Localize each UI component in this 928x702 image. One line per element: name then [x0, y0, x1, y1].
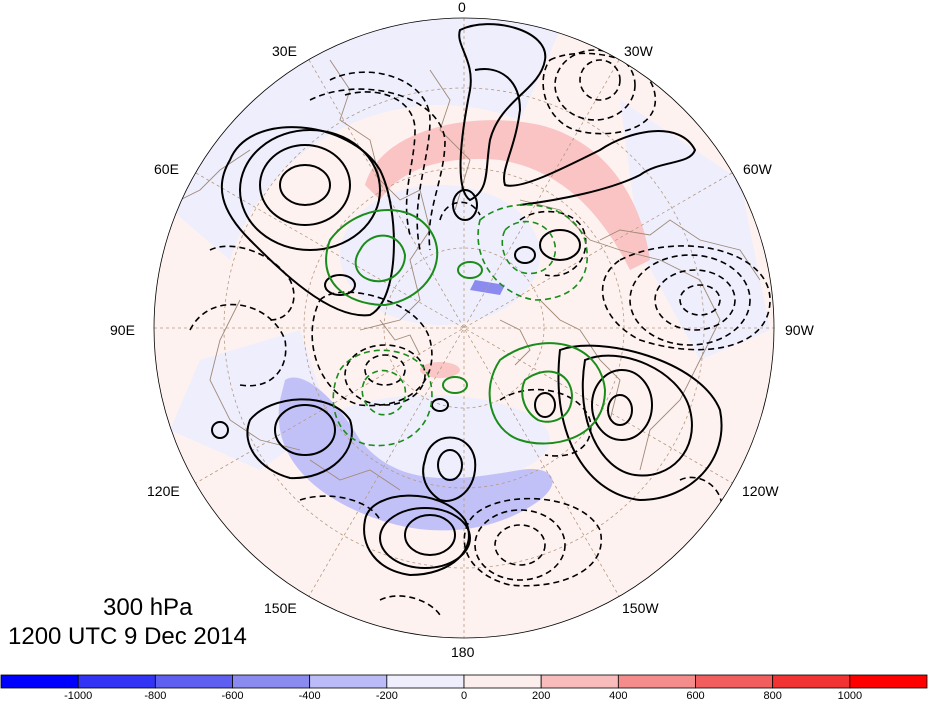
lon-label-30w: 30W [624, 43, 653, 59]
colorbar-swatch [309, 674, 388, 689]
colorbar-tick-label: -1000 [64, 690, 93, 702]
green-solid-contours [325, 209, 607, 445]
negative-band-upper-left [160, 18, 560, 260]
lon-label-150w: 150W [622, 600, 659, 616]
green-dashed-contours [332, 203, 588, 447]
lon-label-150e: 150E [264, 600, 297, 616]
map-disc [154, 18, 774, 638]
colorbar-swatch [232, 674, 311, 689]
lon-label-60w: 60W [743, 161, 772, 177]
colorbar-tick-label: 0 [460, 690, 468, 702]
negative-band-right [620, 100, 770, 360]
small-negative-anomaly [470, 280, 505, 295]
coastlines [179, 59, 761, 491]
level-label: 300 hPa [103, 594, 193, 621]
lon-label-30e: 30E [272, 43, 297, 59]
colorbar-swatch [154, 674, 233, 689]
negative-anomaly-arc [278, 377, 553, 531]
lon-label-60e: 60E [154, 161, 179, 177]
lon-label-120e: 120E [147, 483, 180, 499]
colorbar-swatch [77, 674, 156, 689]
colorbar-swatch [0, 674, 79, 689]
colorbar-tick-label: -800 [144, 690, 167, 702]
positive-anomaly-arc [365, 120, 650, 270]
colorbar-swatch [463, 674, 542, 689]
colorbar-swatch [849, 674, 928, 689]
colorbar-swatch [695, 674, 774, 689]
colorbar-tick-label: 400 [609, 690, 628, 702]
colorbar [0, 674, 928, 689]
colorbar-swatch [772, 674, 851, 689]
colorbar-tick-label: 200 [531, 690, 551, 702]
lon-label-120w: 120W [742, 483, 779, 499]
black-dashed-contours [189, 49, 771, 616]
lon-label-0: 0 [458, 0, 466, 15]
colorbar-tick-label: -200 [375, 690, 398, 702]
colorbar-tick-label: 600 [686, 690, 705, 702]
colorbar-swatch [540, 674, 619, 689]
colorbar-tick-label: 1000 [837, 690, 863, 702]
lon-label-180: 180 [451, 644, 475, 660]
colorbar-swatch [617, 674, 696, 689]
colorbar-swatch [386, 674, 465, 689]
colorbar-tick-label: -400 [298, 690, 321, 702]
background-positive-shading [154, 18, 774, 638]
valid-time-label: 1200 UTC 9 Dec 2014 [8, 623, 247, 650]
black-solid-contours [211, 23, 723, 577]
lon-label-90w: 90W [785, 322, 814, 338]
colorbar-tick-label: 800 [763, 690, 782, 702]
colorbar-tick-label: -600 [221, 690, 244, 702]
lon-label-90e: 90E [110, 322, 135, 338]
small-positive-anomaly [420, 362, 460, 378]
map-boundary [153, 17, 775, 639]
